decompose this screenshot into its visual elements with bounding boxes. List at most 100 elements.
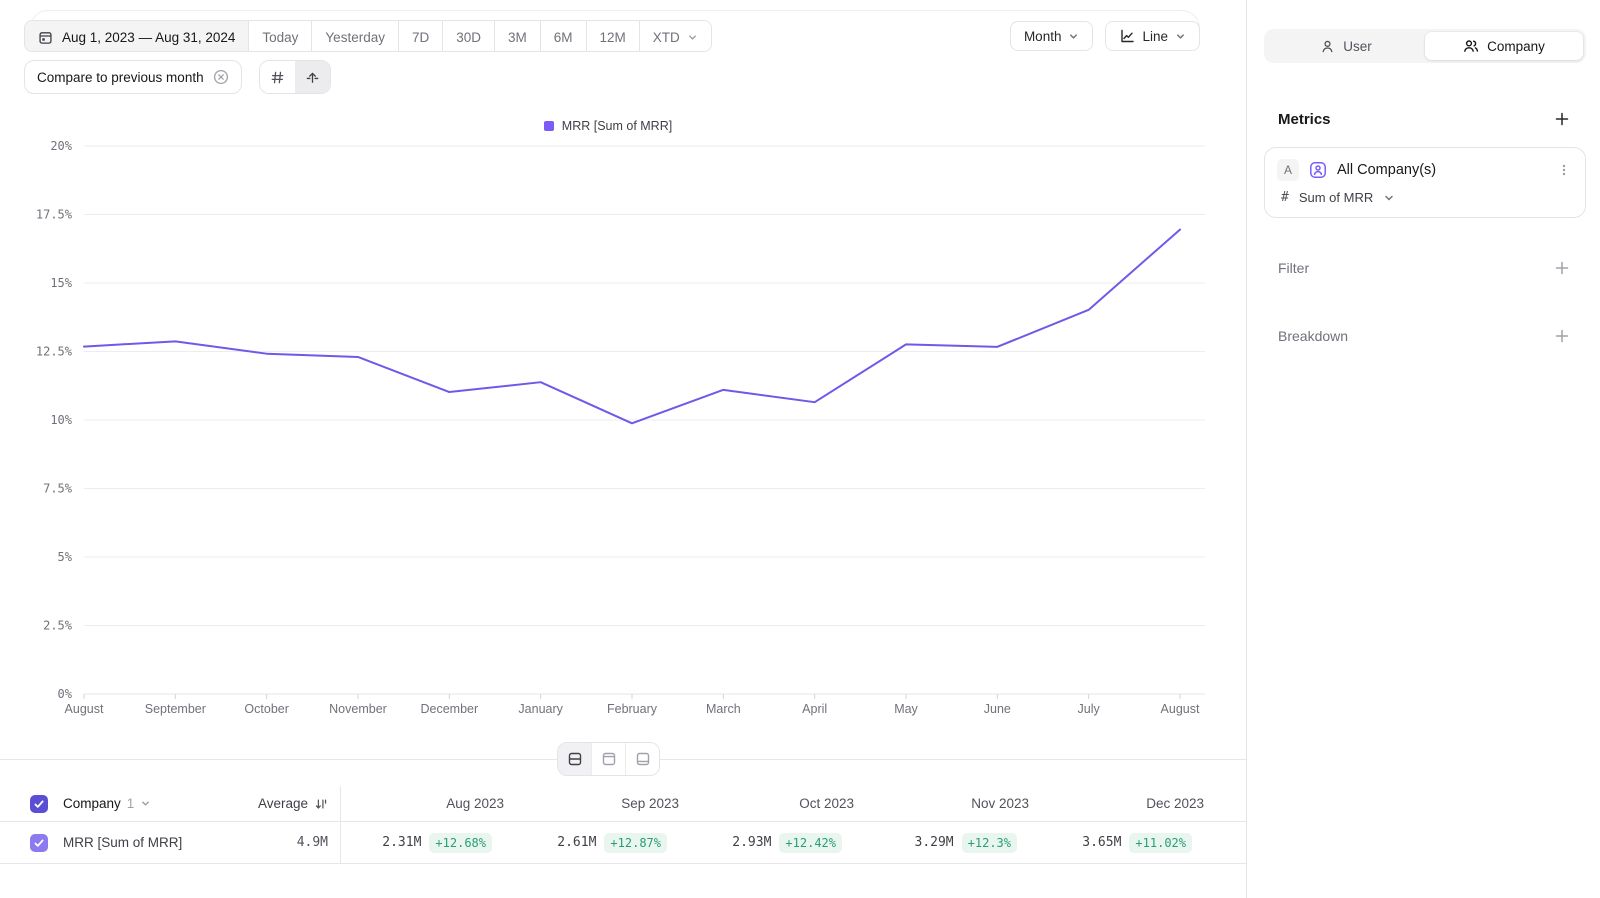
table-cell: 3.29M +12.3% [866, 822, 1041, 863]
add-breakdown-button[interactable] [1552, 326, 1572, 346]
add-metric-button[interactable] [1552, 109, 1572, 129]
delta-badge: +12.42% [779, 832, 842, 853]
axis-tick-label: 7.5% [43, 482, 73, 496]
chevron-down-icon [142, 801, 150, 806]
kebab-menu-icon [1562, 164, 1566, 176]
plus-icon [1555, 329, 1569, 343]
cell-value: 2.61M [557, 835, 597, 850]
company-entity-icon [1310, 162, 1326, 178]
user-icon [1322, 40, 1333, 52]
axis-tick-label: 5% [58, 550, 73, 564]
delta-badge: +12.68% [429, 832, 492, 853]
preset-12m[interactable]: 12M [585, 21, 639, 51]
table-row: MRR [Sum of MRR] 4.9M 2.31M +12.68% 2.61M +… [0, 822, 1246, 864]
table-month-headers: Aug 2023 Sep 2023 Oct 2023 Nov 2023 Dec 2023 [341, 786, 1216, 821]
grid-hash-icon [271, 71, 283, 83]
chart-controls: Month Line [1009, 21, 1200, 51]
events-toggle-button[interactable] [294, 61, 330, 93]
axis-tick-label: April [802, 702, 827, 716]
filter-section-header: Filter [1264, 258, 1586, 278]
table-cell: 2.31M +12.68% [341, 822, 516, 863]
check-icon [34, 800, 44, 808]
table-header-left: Company 1 Average [0, 786, 341, 821]
legend-swatch[interactable] [543, 121, 554, 131]
axis-tick-label: 20% [50, 140, 72, 153]
preset-7d[interactable]: 7D [397, 21, 443, 51]
add-filter-button[interactable] [1552, 258, 1572, 278]
toolbar: Aug 1, 2023 — Aug 31, 2024 Today Yesterda… [24, 20, 1200, 52]
preset-today[interactable]: Today [248, 21, 312, 51]
preset-yesterday[interactable]: Yesterday [311, 21, 398, 51]
entity-toggle: User Company [1264, 29, 1586, 63]
filter-title: Filter [1278, 260, 1310, 276]
plus-icon [1555, 112, 1569, 126]
breakdown-title: Breakdown [1278, 328, 1349, 344]
metric-entity-name: All Company(s) [1337, 162, 1437, 178]
metric-options-button[interactable] [1555, 161, 1573, 179]
plus-icon [1555, 261, 1569, 275]
axis-tick-label: February [607, 702, 658, 716]
cell-value: 3.65M [1082, 835, 1122, 850]
cell-value: 2.31M [382, 835, 422, 850]
column-header: Aug 2023 [446, 796, 504, 811]
config-sidebar: User Company Metrics A All Company(s) [1246, 0, 1600, 898]
axis-tick-label: 10% [50, 413, 72, 427]
grid-toggle-button[interactable] [259, 61, 295, 93]
axis-tick-label: 12.5% [36, 345, 73, 359]
preset-6m[interactable]: 6M [539, 21, 586, 51]
table-cell: 3.65M +11.02% [1041, 822, 1216, 863]
calendar-icon [39, 31, 52, 44]
axis-tick-label: January [518, 702, 563, 716]
legend-label[interactable]: MRR [Sum of MRR] [561, 119, 673, 133]
chart-type-dropdown[interactable]: Line [1105, 21, 1200, 51]
chevron-down-icon [688, 34, 696, 40]
layout-switcher [557, 742, 660, 776]
layout-top-panel-icon [602, 752, 615, 766]
compare-chip[interactable]: Compare to previous month [24, 60, 242, 94]
compare-toolbar: Compare to previous month [24, 60, 331, 94]
metric-letter-badge: A [1277, 159, 1299, 181]
average-sort-button[interactable]: Average [258, 796, 328, 811]
chevron-down-icon [1070, 33, 1078, 39]
axis-tick-label: August [1161, 702, 1200, 716]
select-all-checkbox[interactable] [30, 794, 48, 813]
delta-badge: +12.87% [604, 832, 667, 853]
layout-split-icon [568, 752, 581, 766]
table-month-cells: 2.31M +12.68% 2.61M +12.87% 2.93M +12.42% 3.29… [341, 822, 1216, 863]
preset-xtd[interactable]: XTD [638, 21, 711, 51]
column-header: Dec 2023 [1146, 796, 1204, 811]
row-checkbox[interactable] [30, 833, 48, 852]
column-header: Oct 2023 [799, 796, 854, 811]
axis-tick-label: March [706, 702, 741, 716]
preset-30d[interactable]: 30D [442, 21, 494, 51]
chart-legend: MRR [Sum of MRR] [0, 118, 1216, 134]
layout-split-button[interactable] [558, 743, 591, 775]
user-toggle-button[interactable]: User [1267, 32, 1425, 60]
group-by-dropdown[interactable]: Company 1 [63, 796, 151, 811]
report-panel: Aug 1, 2023 — Aug 31, 2024 Today Yesterda… [0, 10, 1246, 864]
table-cell: 2.93M +12.42% [691, 822, 866, 863]
aggregation-label: Sum of MRR [1298, 190, 1374, 205]
axis-tick-label: October [244, 702, 288, 716]
remove-compare-icon[interactable] [213, 69, 229, 85]
column-header: Nov 2023 [971, 796, 1029, 811]
metric-aggregation-dropdown[interactable]: # Sum of MRR [1277, 190, 1573, 205]
preset-3m[interactable]: 3M [494, 21, 540, 51]
metric-card[interactable]: A All Company(s) # Sum of MRR [1264, 147, 1586, 218]
date-range-button[interactable]: Aug 1, 2023 — Aug 31, 2024 [25, 21, 249, 51]
company-toggle-button[interactable]: Company [1425, 32, 1583, 60]
arrow-up-from-line-icon [306, 71, 318, 83]
granularity-dropdown[interactable]: Month [1009, 21, 1094, 51]
breakdown-section-header: Breakdown [1264, 326, 1586, 346]
company-icon [1464, 40, 1479, 52]
layout-chart-only-button[interactable] [591, 743, 625, 775]
group-count: 1 [126, 796, 135, 811]
delta-badge: +11.02% [1129, 832, 1192, 853]
check-icon [34, 839, 44, 847]
layout-table-only-button[interactable] [625, 743, 659, 775]
average-value: 4.9M [296, 835, 328, 850]
table-row-left: MRR [Sum of MRR] 4.9M [0, 822, 341, 863]
table-header: Company 1 Average Aug 2023 Sep 2023 Oct 20… [0, 786, 1246, 822]
axis-tick-label: May [894, 702, 918, 716]
chevron-down-icon [1177, 33, 1184, 39]
